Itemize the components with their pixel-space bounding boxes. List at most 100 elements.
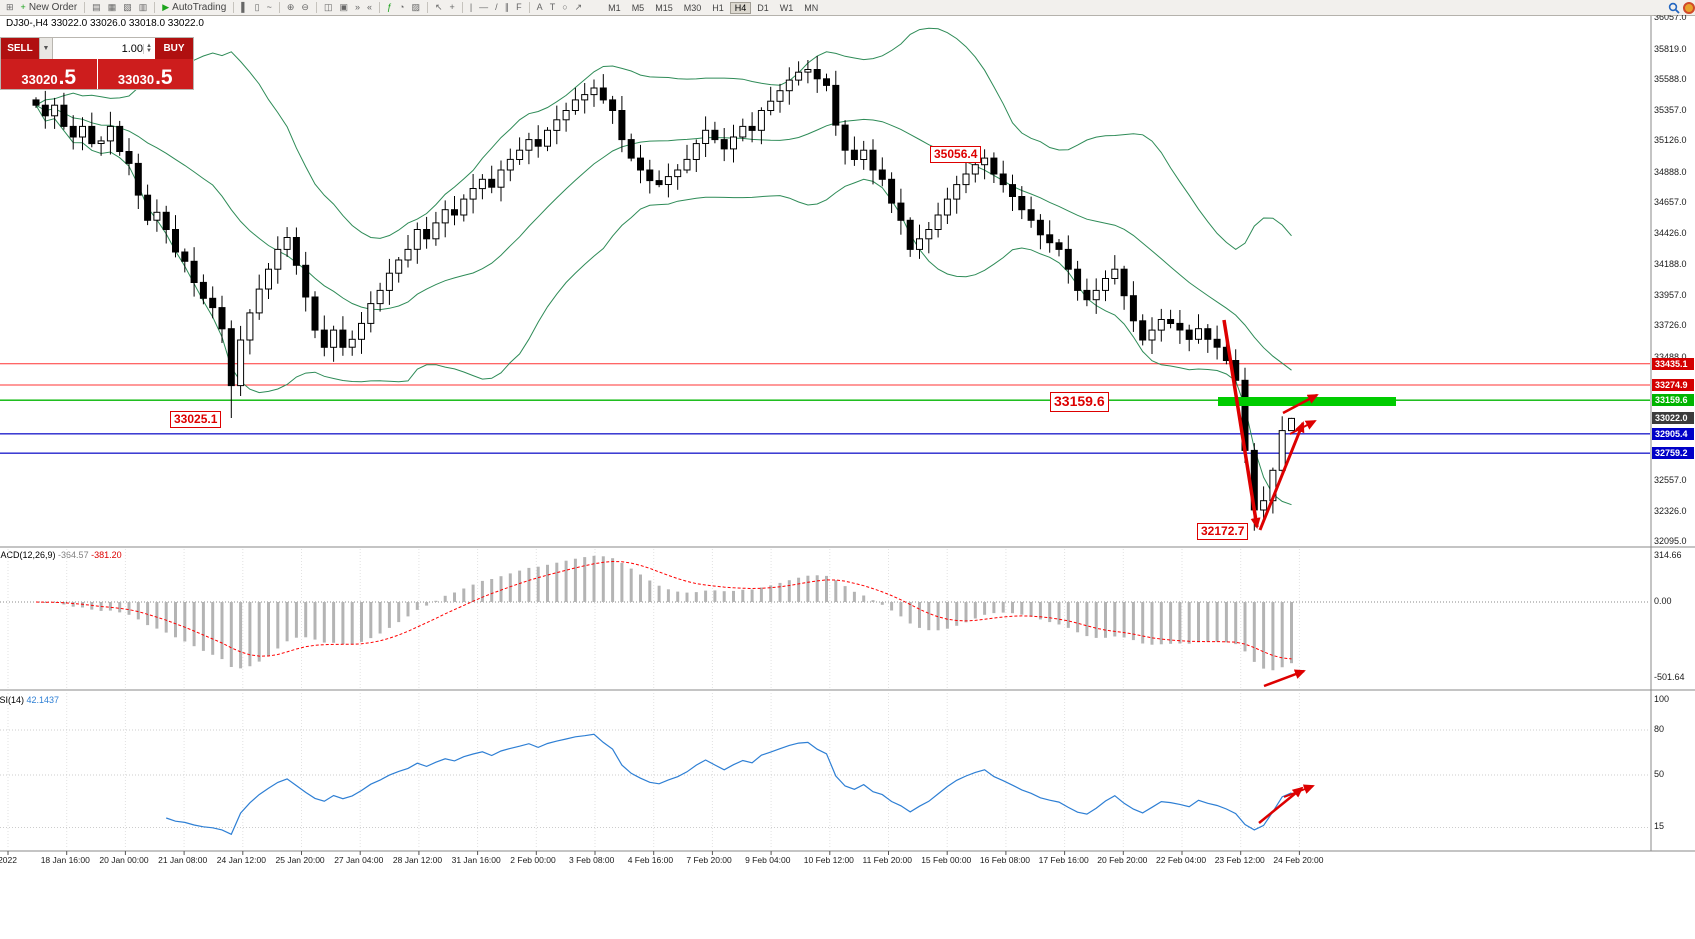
trade-panel-price-row: 33020 .5 33030 .5 bbox=[1, 59, 193, 89]
new-order-button: + bbox=[20, 2, 26, 12]
new-chart-icon: ⊞ bbox=[6, 2, 14, 12]
shapes-tool-icon[interactable]: ○ bbox=[559, 1, 570, 14]
trendline-tool-icon[interactable]: / bbox=[492, 1, 501, 14]
cascade-windows-icon: ▣ bbox=[339, 2, 348, 12]
horizontal-line-tool-icon[interactable]: — bbox=[476, 1, 491, 14]
bar-chart-icon[interactable]: ▌ bbox=[238, 1, 250, 14]
cascade-windows-icon[interactable]: ▣ bbox=[336, 1, 351, 14]
chart-shift-icon[interactable]: « bbox=[364, 1, 375, 14]
zoom-in-icon: ⊕ bbox=[286, 2, 295, 12]
sell-price: 33020 bbox=[21, 72, 58, 87]
indicators-icon: ƒ bbox=[387, 2, 393, 12]
toolbar-separator bbox=[84, 2, 86, 13]
crosshair-icon: + bbox=[449, 2, 455, 12]
channel-tool-icon[interactable]: ∥ bbox=[502, 1, 513, 14]
bollinger-bands bbox=[35, 27, 1292, 506]
trade-panel-top-row: SELL ▼ 1.00 ▲ ▼ BUY bbox=[1, 38, 193, 59]
stepper-down-icon[interactable]: ▼ bbox=[146, 47, 152, 54]
rsi-level-lines bbox=[0, 729, 1650, 828]
timeframe-h4[interactable]: H4 bbox=[729, 1, 752, 14]
tile-windows-icon[interactable]: ◫ bbox=[321, 1, 336, 14]
shapes-tool-icon: ○ bbox=[562, 2, 568, 12]
macd-indicator-label: MACD(12,26,9) -364.57 -381.20 bbox=[0, 550, 122, 560]
annotation-arrows[interactable] bbox=[1222, 319, 1319, 824]
fibonacci-tool-icon: F bbox=[516, 2, 522, 12]
toolbar-separator bbox=[461, 2, 463, 13]
macd-signal-value: -381.20 bbox=[91, 550, 122, 560]
toolbar-separator bbox=[427, 2, 428, 13]
candlestick-chart-icon: ▯ bbox=[254, 2, 260, 12]
toolbar: ⊞ + New Order ▤ ▦ ▧ ▥ ▶ AutoTrading ▌ ▯ ~ ⊕ ⊖ ◫ ▣» «ƒ ◔ ▨ ↖… bbox=[0, 0, 1695, 15]
timeframe-m5[interactable]: M5 bbox=[631, 2, 645, 13]
rsi-value: 42.1437 bbox=[26, 695, 60, 705]
templates-icon[interactable]: ▨ bbox=[408, 1, 423, 14]
trendline-tool-icon: / bbox=[495, 2, 498, 12]
indicators-icon[interactable]: ƒ bbox=[384, 1, 395, 14]
buy-price-pip: .5 bbox=[155, 65, 173, 89]
toolbar-separator bbox=[278, 2, 280, 13]
toolbar-separator bbox=[528, 2, 530, 13]
auto-scroll-icon: » bbox=[355, 2, 361, 12]
text-tool-icon: A bbox=[536, 2, 543, 12]
account-avatar[interactable] bbox=[1683, 1, 1695, 14]
auto-scroll-icon[interactable]: » bbox=[352, 1, 363, 14]
volume-stepper[interactable]: ▲ ▼ bbox=[143, 42, 154, 54]
panel-separators bbox=[0, 15, 1695, 853]
timeframe-d1[interactable]: D1 bbox=[757, 2, 769, 13]
new-order-button[interactable]: + New Order bbox=[18, 1, 81, 14]
timeframe-m15[interactable]: M15 bbox=[655, 2, 673, 13]
periods-icon: ◔ bbox=[399, 2, 405, 12]
crosshair-icon[interactable]: + bbox=[447, 1, 458, 14]
line-chart-icon[interactable]: ~ bbox=[264, 1, 275, 14]
new-order-button-label: New Order bbox=[28, 2, 78, 13]
line-chart-icon: ~ bbox=[266, 2, 272, 12]
autotrading-button[interactable]: ▶ AutoTrading bbox=[159, 1, 229, 14]
candlestick-chart-icon[interactable]: ▯ bbox=[252, 1, 263, 14]
timeframe-w1[interactable]: W1 bbox=[779, 2, 794, 13]
timeframe-m1[interactable]: M1 bbox=[608, 2, 621, 13]
one-click-trading-panel: SELL ▼ 1.00 ▲ ▼ BUY 33020 .5 33030 .5 bbox=[0, 37, 194, 90]
order-type-dropdown[interactable]: ▼ bbox=[39, 38, 53, 59]
buy-price: 33030 bbox=[117, 72, 155, 87]
cursor-icon[interactable]: ↖ bbox=[432, 1, 446, 14]
periods-icon[interactable]: ◔ bbox=[396, 1, 407, 14]
macd-main-value: -364.57 bbox=[58, 550, 89, 560]
arrows-tool-icon: ↗ bbox=[574, 2, 583, 12]
timeframe-mn[interactable]: MN bbox=[804, 2, 819, 13]
stepper-up-icon[interactable]: ▲ bbox=[146, 42, 152, 49]
chevron-down-icon: ▼ bbox=[42, 45, 50, 52]
bar-chart-icon: ▌ bbox=[241, 2, 248, 12]
toolbar-separator bbox=[154, 2, 156, 13]
timeframe-m30[interactable]: M30 bbox=[683, 2, 702, 13]
templates-icon: ▨ bbox=[411, 2, 420, 12]
text-tool-icon[interactable]: A bbox=[534, 1, 546, 14]
sell-price-button[interactable]: 33020 .5 bbox=[1, 59, 97, 89]
data-window-icon[interactable]: ▦ bbox=[105, 1, 120, 14]
timeframe-h1[interactable]: H1 bbox=[712, 2, 724, 13]
new-chart-icon[interactable]: ⊞ bbox=[3, 1, 17, 14]
search-icon[interactable] bbox=[1668, 2, 1680, 14]
label-tool-icon: T bbox=[549, 2, 556, 12]
buy-price-button[interactable]: 33030 .5 bbox=[97, 59, 193, 89]
navigator-icon[interactable]: ▧ bbox=[120, 1, 135, 14]
label-tool-icon[interactable]: T bbox=[547, 1, 559, 14]
vertical-line-tool-icon: | bbox=[469, 2, 473, 12]
macd-histogram bbox=[43, 555, 1293, 671]
horizontal-level-lines[interactable] bbox=[0, 363, 1650, 454]
zoom-out-icon[interactable]: ⊖ bbox=[298, 1, 312, 14]
volume-input[interactable]: 1.00 ▲ ▼ bbox=[53, 38, 155, 59]
chart-symbol-info: DJ30-,H4 33022.0 33026.0 33018.0 33022.0 bbox=[6, 18, 204, 29]
buy-button[interactable]: BUY bbox=[155, 38, 193, 59]
navigator-icon: ▧ bbox=[123, 2, 132, 12]
zoom-in-icon[interactable]: ⊕ bbox=[284, 1, 298, 14]
arrows-tool-icon[interactable]: ↗ bbox=[572, 1, 586, 14]
sell-button[interactable]: SELL bbox=[1, 38, 39, 59]
toolbar-separator bbox=[233, 2, 235, 13]
fibonacci-tool-icon[interactable]: F bbox=[513, 1, 525, 14]
market-watch-icon[interactable]: ▤ bbox=[89, 1, 104, 14]
grid-lines bbox=[7, 549, 1300, 855]
vertical-line-tool-icon[interactable]: | bbox=[467, 1, 475, 14]
terminal-icon[interactable]: ▥ bbox=[136, 1, 151, 14]
rsi-name: RSI(14) bbox=[0, 695, 25, 705]
